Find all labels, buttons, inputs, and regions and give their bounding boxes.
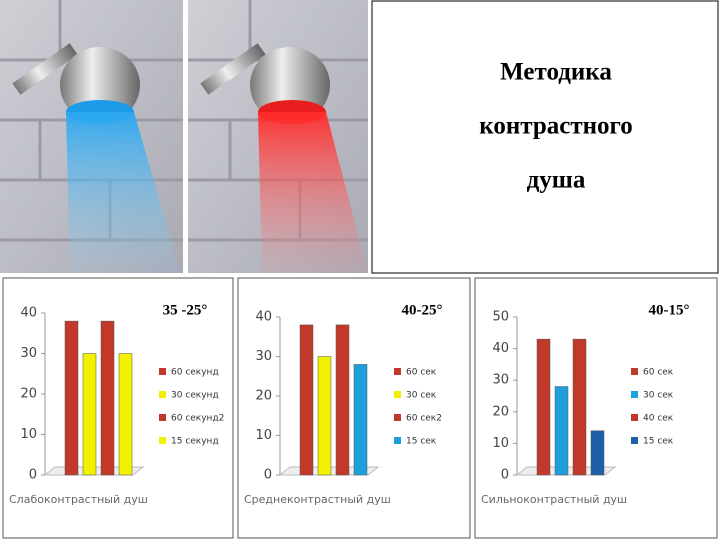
bar — [572, 338, 587, 476]
y-tick-label: 10 — [20, 427, 37, 442]
y-tick-label: 40 — [20, 306, 37, 321]
photo-cold — [0, 0, 183, 273]
legend-label: 15 секунд — [171, 437, 219, 447]
bar — [554, 386, 569, 476]
y-tick-label: 40 — [492, 341, 509, 356]
title-line: Методика — [500, 59, 612, 86]
legend-label: 30 сек — [406, 391, 437, 401]
title-line: контрастного — [479, 113, 632, 140]
bar — [335, 324, 350, 476]
legend-swatch — [631, 437, 638, 444]
y-tick-label: 20 — [492, 404, 509, 419]
x-axis-label: Слабоконтрастный душ — [9, 493, 148, 506]
legend-swatch — [159, 437, 166, 444]
legend-label: 40 сек — [643, 414, 674, 424]
bar — [64, 320, 79, 476]
y-tick-label: 20 — [20, 387, 37, 402]
legend-swatch — [631, 414, 638, 421]
legend-label: 15 сек — [643, 437, 674, 447]
y-tick-label: 10 — [492, 436, 509, 451]
x-axis-label: Сильноконтрастный душ — [481, 493, 627, 506]
legend-swatch — [394, 391, 401, 398]
bar — [118, 353, 133, 476]
bar — [82, 353, 97, 476]
photo-hot — [188, 0, 368, 273]
y-tick-label: 30 — [255, 349, 272, 364]
chart-panel — [2, 277, 234, 539]
y-tick-label: 10 — [255, 428, 272, 443]
chart-panel — [474, 277, 718, 539]
legend-label: 15 сек — [406, 437, 437, 447]
legend-label: 60 сек — [643, 368, 674, 378]
bar — [536, 338, 551, 476]
bar — [100, 320, 115, 476]
legend-swatch — [394, 437, 401, 444]
legend-swatch — [394, 368, 401, 375]
legend-swatch — [631, 368, 638, 375]
legend-swatch — [159, 368, 166, 375]
chart-annotation: 40-15° — [649, 302, 690, 318]
legend-swatch — [394, 414, 401, 421]
y-tick-label: 0 — [29, 468, 37, 483]
y-tick-label: 0 — [264, 468, 272, 483]
y-tick-label: 20 — [255, 389, 272, 404]
y-tick-label: 40 — [255, 310, 272, 325]
chart-annotation: 40-25° — [402, 302, 443, 318]
legend-swatch — [159, 414, 166, 421]
legend-swatch — [159, 391, 166, 398]
x-axis-label: Среднеконтрастный душ — [244, 493, 391, 506]
legend-label: 30 секунд — [171, 391, 219, 401]
chart-annotation: 35 -25° — [163, 302, 208, 318]
title-line: душа — [527, 167, 586, 194]
y-tick-label: 30 — [492, 373, 509, 388]
legend-label: 60 секунд2 — [171, 414, 224, 424]
legend-label: 60 секунд — [171, 368, 219, 378]
legend-label: 60 сек — [406, 368, 437, 378]
legend-swatch — [631, 391, 638, 398]
title-box — [371, 0, 719, 274]
bar — [317, 356, 332, 476]
bar — [353, 364, 368, 476]
bar — [299, 324, 314, 476]
y-tick-label: 30 — [20, 346, 37, 361]
legend-label: 60 сек2 — [406, 414, 442, 424]
y-tick-label: 0 — [501, 468, 509, 483]
legend-label: 30 сек — [643, 391, 674, 401]
y-tick-label: 50 — [492, 310, 509, 325]
bar — [590, 430, 605, 476]
